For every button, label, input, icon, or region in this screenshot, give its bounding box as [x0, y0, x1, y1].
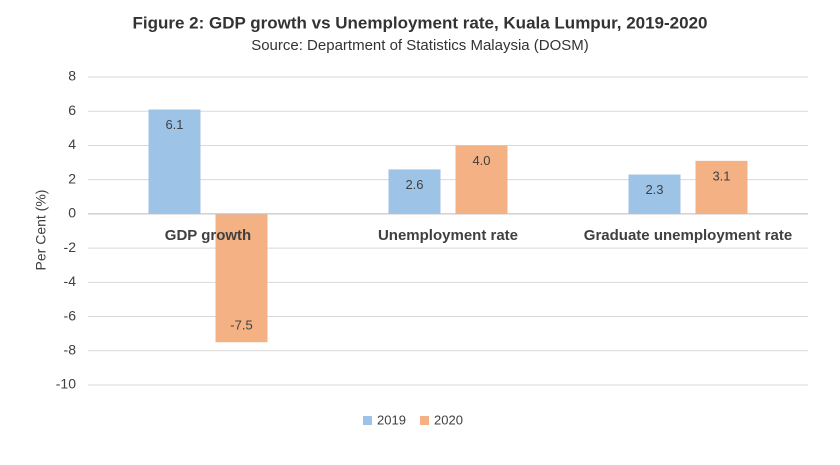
y-tick-label: -2: [64, 239, 77, 255]
chart-title: Figure 2: GDP growth vs Unemployment rat…: [132, 13, 707, 32]
bar: [148, 109, 201, 214]
y-tick-label: 0: [68, 205, 76, 221]
x-tick-label: Graduate unemployment rate: [584, 227, 792, 244]
x-tick-label: GDP growth: [165, 227, 251, 244]
chart-subtitle: Source: Department of Statistics Malaysi…: [251, 37, 589, 54]
bar: [695, 160, 748, 214]
y-axis-label: Per Cent (%): [33, 190, 49, 271]
data-label: 2.3: [645, 182, 663, 197]
legend-swatch: [363, 416, 372, 425]
data-label: 2.6: [405, 177, 423, 192]
bar: [388, 169, 441, 214]
data-label: 4.0: [472, 153, 490, 168]
y-tick-label: 6: [68, 102, 76, 118]
bar: [628, 174, 681, 214]
legend-label: 2020: [434, 412, 463, 427]
y-tick-label: 8: [68, 68, 76, 84]
bar: [215, 213, 268, 343]
data-label: 6.1: [165, 117, 183, 132]
y-tick-label: 4: [68, 136, 76, 152]
bar: [455, 145, 508, 214]
data-label: 3.1: [712, 168, 730, 183]
y-tick-label: -6: [64, 307, 77, 323]
y-tick-label: -10: [56, 376, 76, 392]
legend-swatch: [420, 416, 429, 425]
legend-label: 2019: [377, 412, 406, 427]
x-tick-label: Unemployment rate: [378, 227, 518, 244]
y-tick-label: -8: [64, 341, 77, 357]
data-label: -7.5: [230, 318, 252, 333]
y-tick-label: -4: [64, 273, 77, 289]
y-tick-label: 2: [68, 170, 76, 186]
